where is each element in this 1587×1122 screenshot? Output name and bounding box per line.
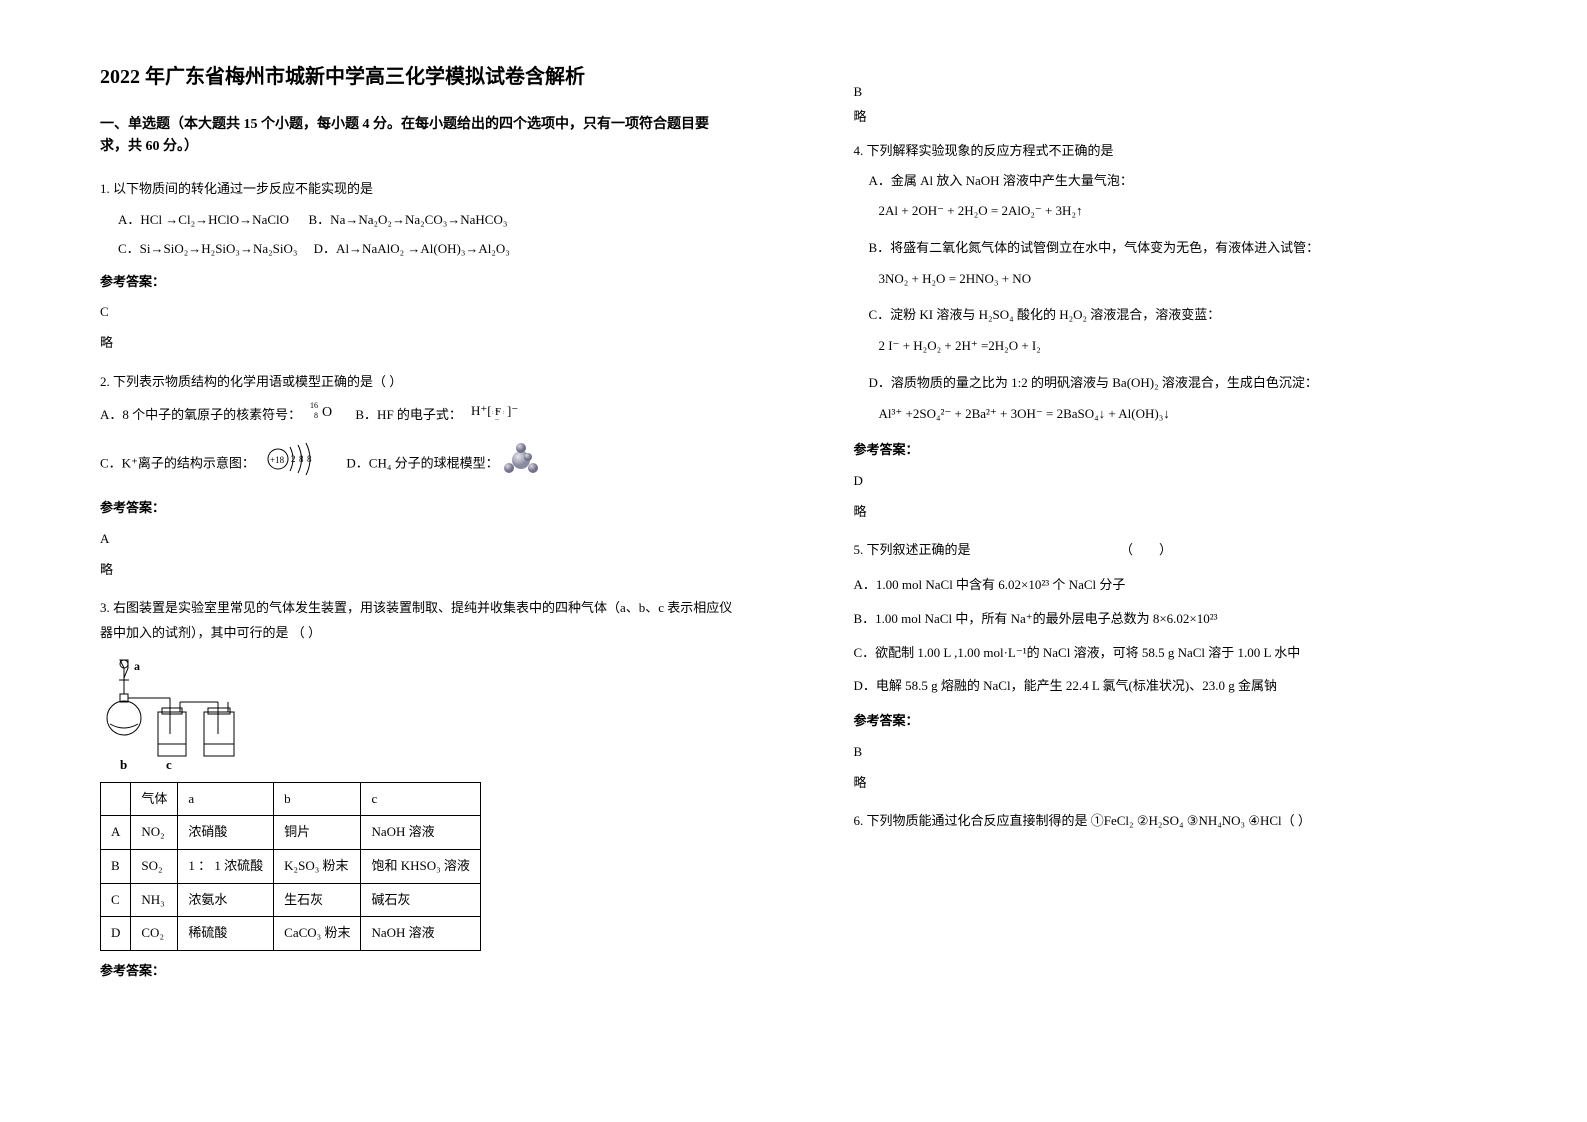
table-row: D CO₂ 稀硫酸 CaCO₃ 粉末 NaOH 溶液 bbox=[101, 917, 481, 951]
th-c: c bbox=[361, 782, 480, 816]
question-2: 2. 下列表示物质结构的化学用语或模型正确的是（ ） A．8 个中子的氧原子的核… bbox=[100, 370, 734, 583]
svg-text:8: 8 bbox=[314, 411, 318, 420]
q1-optB: B．Na→Na₂O₂→Na₂CO₃→NaHCO₃ bbox=[309, 212, 508, 227]
q5-text: 5. 下列叙述正确的是 （ ） bbox=[854, 538, 1488, 563]
q4-text: 4. 下列解释实验现象的反应方程式不正确的是 bbox=[854, 139, 1488, 164]
q5-answer-label: 参考答案： bbox=[854, 709, 1488, 734]
q1-options: A．HCl →Cl₂→HClO→NaClO B．Na→Na₂O₂→Na₂CO₃→… bbox=[100, 206, 734, 263]
svg-text:a: a bbox=[134, 659, 140, 673]
q1-optC: C．Si→SiO₂→H₂SiO₃→Na₂SiO₃ bbox=[118, 241, 297, 256]
q2-optA-pre: A．8 个中子的氧原子的核素符号： bbox=[100, 407, 301, 422]
q2-optC-pre: C．K⁺离子的结构示意图： bbox=[100, 456, 255, 471]
q4-answer: D bbox=[854, 469, 1488, 494]
q5-optC: C．欲配制 1.00 L ,1.00 mol·L⁻¹的 NaCl 溶液，可将 5… bbox=[854, 636, 1488, 670]
right-column: B 略 4. 下列解释实验现象的反应方程式不正确的是 A．金属 Al 放入 Na… bbox=[794, 60, 1587, 1082]
q1-answer: C bbox=[100, 300, 734, 325]
svg-text:]⁻: ]⁻ bbox=[507, 403, 518, 418]
q2-answer: A bbox=[100, 527, 734, 552]
q1-expl: 略 bbox=[100, 331, 734, 356]
q4-answer-label: 参考答案： bbox=[854, 438, 1488, 463]
q2-text: 2. 下列表示物质结构的化学用语或模型正确的是（ ） bbox=[100, 370, 734, 395]
document-title: 2022 年广东省梅州市城新中学高三化学模拟试卷含解析 bbox=[100, 60, 734, 89]
q4-formulaA: 2Al + 2OH⁻ + 2H₂O = 2AlO₂⁻ + 3H₂↑ bbox=[854, 199, 1488, 224]
question-6: 6. 下列物质能通过化合反应直接制得的是 ①FeCl₂ ②H₂SO₄ ③NH₄N… bbox=[854, 809, 1488, 834]
q2-optB-pre: B．HF 的电子式： bbox=[355, 407, 462, 422]
q4-formulaC: 2 I⁻ + H₂O₂ + 2H⁺ =2H₂O + I₂ bbox=[854, 334, 1488, 359]
svg-text:c: c bbox=[166, 757, 172, 772]
gas-apparatus-diagram: a bbox=[100, 654, 734, 774]
svg-text:2: 2 bbox=[291, 454, 296, 464]
q2-expl: 略 bbox=[100, 558, 734, 583]
svg-text:+18: +18 bbox=[270, 455, 285, 465]
ch4-ball-model-icon bbox=[502, 442, 540, 487]
q5-answer: B bbox=[854, 740, 1488, 765]
svg-text:O: O bbox=[322, 405, 332, 420]
q3-expl: 略 bbox=[854, 106, 1488, 125]
q6-text: 6. 下列物质能通过化合反应直接制得的是 ①FeCl₂ ②H₂SO₄ ③NH₄N… bbox=[854, 809, 1488, 834]
question-4: 4. 下列解释实验现象的反应方程式不正确的是 A．金属 Al 放入 NaOH 溶… bbox=[854, 139, 1488, 524]
q1-optA: A．HCl →Cl₂→HClO→NaClO bbox=[118, 212, 289, 227]
q1-optD: D．Al→NaAlO₂ →Al(OH)₃→Al₂O₃ bbox=[314, 241, 510, 256]
q4-optD: D．溶质物质的量之比为 1:2 的明矾溶液与 Ba(OH)₂ 溶液混合，生成白色… bbox=[854, 371, 1488, 396]
svg-text:b: b bbox=[120, 757, 127, 772]
q4-optB: B．将盛有二氧化氮气体的试管倒立在水中，气体变为无色，有液体进入试管： bbox=[854, 236, 1488, 261]
svg-text:8: 8 bbox=[299, 454, 304, 464]
q1-answer-label: 参考答案： bbox=[100, 270, 734, 295]
svg-text::: : bbox=[503, 410, 505, 416]
table-row: A NO₂ 浓硝酸 铜片 NaOH 溶液 bbox=[101, 816, 481, 850]
th-a: a bbox=[178, 782, 274, 816]
hf-electron-formula: H⁺[ ‥ F ‥ : : ]⁻ bbox=[471, 401, 519, 432]
q2-optD-pre: D．CH₄ 分子的球棍模型： bbox=[346, 456, 498, 471]
left-column: 2022 年广东省梅州市城新中学高三化学模拟试卷含解析 一、单选题（本大题共 1… bbox=[0, 60, 794, 1082]
svg-text::: : bbox=[492, 410, 494, 416]
svg-text:16: 16 bbox=[310, 401, 318, 410]
th-blank bbox=[101, 782, 131, 816]
q3-text: 3. 右图装置是实验室里常见的气体发生装置，用该装置制取、提纯并收集表中的四种气… bbox=[100, 596, 734, 645]
question-5: 5. 下列叙述正确的是 （ ） A．1.00 mol NaCl 中含有 6.02… bbox=[854, 538, 1488, 795]
th-gas: 气体 bbox=[131, 782, 178, 816]
svg-text:H⁺[: H⁺[ bbox=[471, 403, 492, 418]
table-row: C NH₃ 浓氨水 生石灰 碱石灰 bbox=[101, 883, 481, 917]
table-row: 气体 a b c bbox=[101, 782, 481, 816]
question-3: 3. 右图装置是实验室里常见的气体发生装置，用该装置制取、提纯并收集表中的四种气… bbox=[100, 596, 734, 984]
q4-optA: A．金属 Al 放入 NaOH 溶液中产生大量气泡： bbox=[854, 169, 1488, 194]
th-b: b bbox=[274, 782, 361, 816]
q3-answer-label: 参考答案： bbox=[100, 959, 734, 984]
q5-expl: 略 bbox=[854, 771, 1488, 796]
q3-table: 气体 a b c A NO₂ 浓硝酸 铜片 NaOH 溶液 B SO₂ 1 ： … bbox=[100, 782, 481, 951]
q1-text: 1. 以下物质间的转化通过一步反应不能实现的是 bbox=[100, 177, 734, 202]
q4-optC: C．淀粉 KI 溶液与 H₂SO₄ 酸化的 H₂O₂ 溶液混合，溶液变蓝： bbox=[854, 303, 1488, 328]
svg-text:‥: ‥ bbox=[495, 416, 499, 421]
question-1: 1. 以下物质间的转化通过一步反应不能实现的是 A．HCl →Cl₂→HClO→… bbox=[100, 177, 734, 356]
q2-options: A．8 个中子的氧原子的核素符号： 16 8 O B．HF 的电子式： H⁺[ … bbox=[100, 399, 734, 490]
q5-optD: D．电解 58.5 g 熔融的 NaCl，能产生 22.4 L 氯气(标准状况)… bbox=[854, 669, 1488, 703]
q5-optB: B．1.00 mol NaCl 中，所有 Na⁺的最外层电子总数为 8×6.02… bbox=[854, 602, 1488, 636]
table-row: B SO₂ 1 ： 1 浓硫酸 K₂SO₃ 粉末 饱和 KHSO₃ 溶液 bbox=[101, 850, 481, 884]
q5-optA: A．1.00 mol NaCl 中含有 6.02×10²³ 个 NaCl 分子 bbox=[854, 568, 1488, 602]
section-header: 一、单选题（本大题共 15 个小题，每小题 4 分。在每小题给出的四个选项中，只… bbox=[100, 114, 734, 159]
q4-formulaD: Al³⁺ +2SO₄²⁻ + 2Ba²⁺ + 3OH⁻ = 2BaSO₄↓ + … bbox=[854, 402, 1488, 427]
q4-formulaB: 3NO₂ + H₂O = 2HNO₃ + NO bbox=[854, 267, 1488, 292]
q3-answer: B bbox=[854, 84, 1488, 100]
k-ion-structure-diagram: +18 2 8 8 bbox=[264, 439, 324, 490]
oxygen-nuclide-symbol: 16 8 O bbox=[310, 400, 336, 433]
svg-text:8: 8 bbox=[307, 454, 312, 464]
q2-answer-label: 参考答案： bbox=[100, 496, 734, 521]
q4-expl: 略 bbox=[854, 500, 1488, 525]
